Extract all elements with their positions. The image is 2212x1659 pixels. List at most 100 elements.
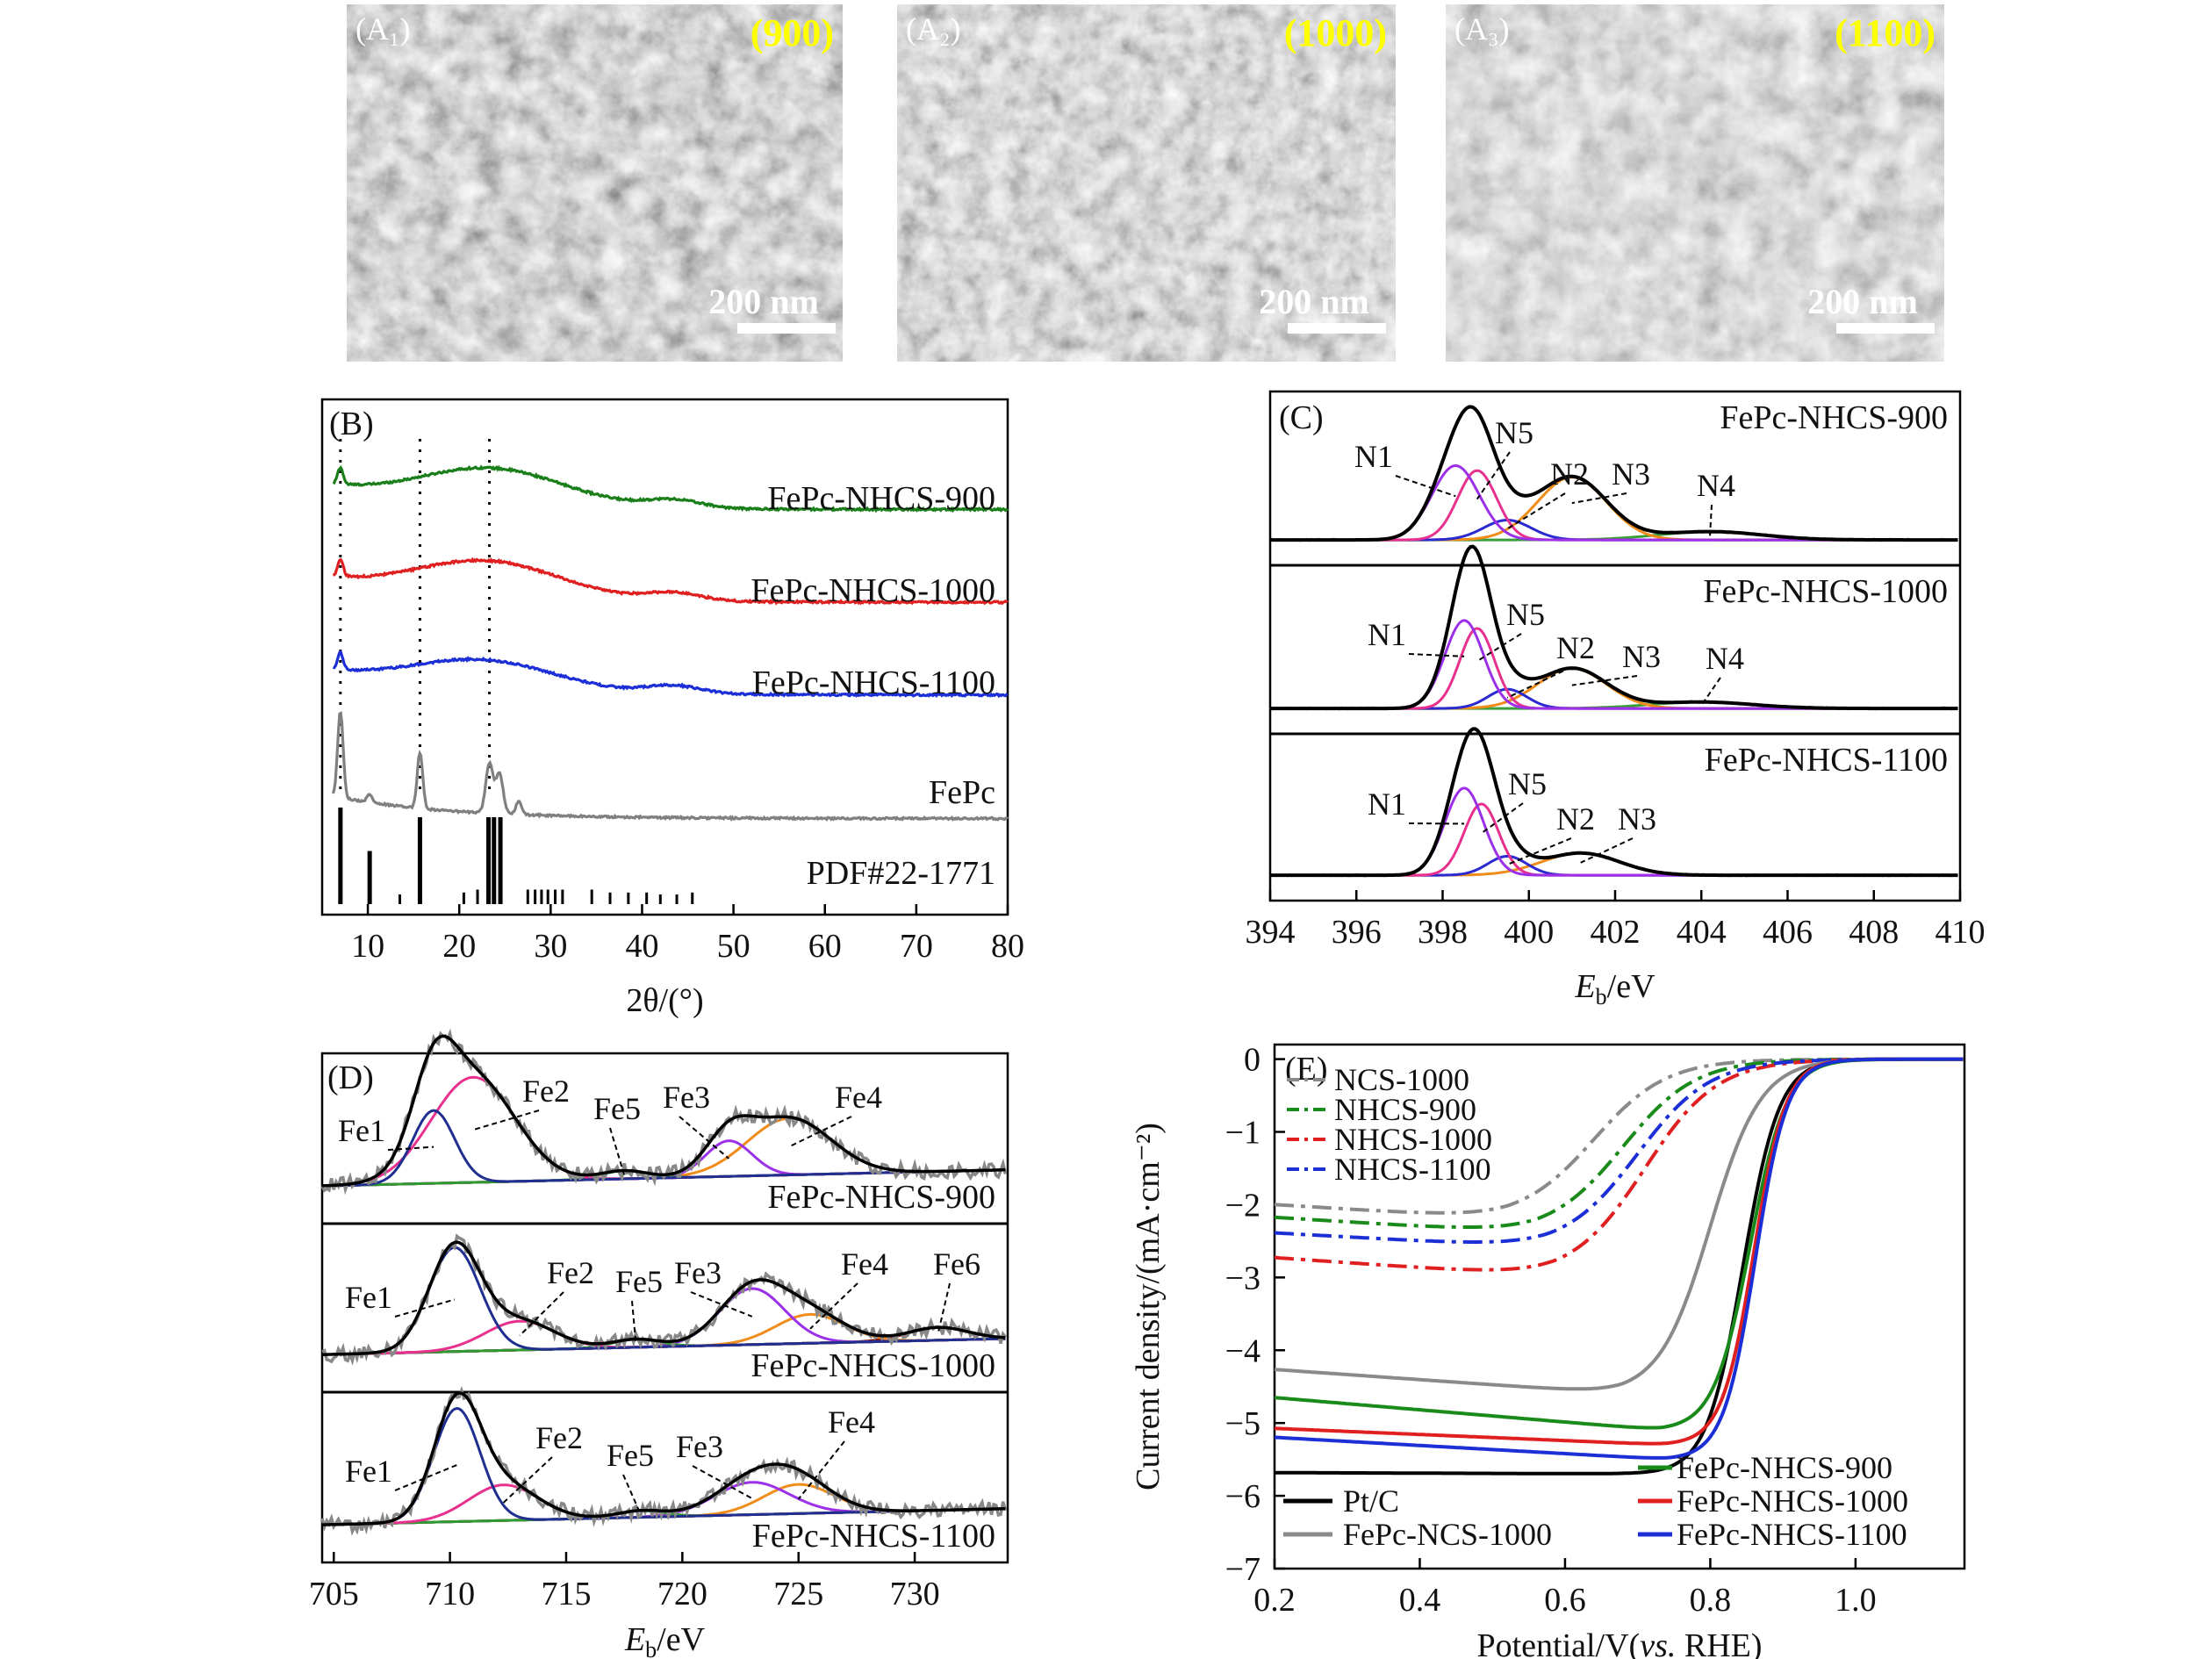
subplot-title: FePc-NHCS-1100	[1705, 742, 1948, 779]
sem-label: (A₂)	[906, 11, 961, 47]
legend-label: FePc-NHCS-1000	[1677, 1483, 1908, 1519]
lsv-series-line	[1274, 1057, 1964, 1391]
component-fe1	[321, 1406, 1006, 1526]
sem-label: (A₁)	[356, 11, 411, 47]
x-tick-label: 80	[991, 928, 1024, 965]
sem-panel-900: (A₁) (900) 200 nm	[347, 4, 843, 362]
lsv-series-line	[1274, 1057, 1964, 1229]
component-fe4	[321, 1117, 1006, 1188]
component-fe2	[322, 1319, 1006, 1356]
series-label: FePc	[929, 774, 995, 811]
xrd-panel: 10 20 30 40 50 60 70 80 2θ/(°) (B) FePc-NHCS-900 Fe…	[320, 398, 1024, 1019]
envelope-line	[1270, 405, 1958, 542]
leader-line	[631, 1300, 637, 1344]
plot-frame	[1273, 1043, 1966, 1570]
xrd-series-line	[332, 557, 1009, 606]
series-label: FePc-NHCS-1100	[752, 664, 995, 701]
component-label: Fe2	[535, 1420, 583, 1455]
y-tick-label: −7	[1225, 1551, 1260, 1588]
component-label: N1	[1354, 439, 1393, 474]
subplot-title: FePc-NHCS-1000	[750, 1347, 995, 1384]
component-label: N2	[1556, 630, 1595, 665]
lsv-series-line	[1274, 1057, 1964, 1272]
component-n5	[1270, 469, 1958, 542]
lsv-series-line	[1274, 1057, 1964, 1460]
lsv-series-line	[1274, 1057, 1964, 1430]
leader-line	[1580, 837, 1634, 864]
component-n4	[1270, 530, 1958, 542]
x-tick-label: 30	[534, 928, 567, 965]
component-label: Fe4	[841, 1246, 888, 1282]
legend-label: FePc-NHCS-1100	[1677, 1517, 1907, 1552]
sem-images: (A₁) (900) 200 nm (A₂) (1000) 200 nm (A₃…	[347, 4, 1944, 362]
component-fe4	[322, 1312, 1006, 1356]
component-label: N3	[1618, 801, 1656, 837]
leader-line	[797, 1440, 845, 1500]
leader-line	[1506, 666, 1572, 699]
x-tick-label: 720	[657, 1576, 707, 1612]
sem-scalebar-label: 200 nm	[1807, 282, 1918, 321]
leader-line	[622, 1474, 642, 1515]
component-n2	[1270, 518, 1958, 542]
x-tick-label: 394	[1246, 914, 1296, 951]
panel-label: (D)	[327, 1059, 374, 1096]
leader-line	[1395, 475, 1456, 498]
background-line	[321, 1507, 1006, 1526]
x-axis-label: Eb/eV	[1574, 968, 1655, 1009]
component-label: Fe2	[547, 1255, 594, 1290]
component-fe2	[321, 1483, 1006, 1526]
xrd-series-line	[332, 464, 1009, 514]
subplot-title: FePc-NHCS-1000	[1703, 573, 1948, 610]
lsv-series-line	[1274, 1057, 1964, 1446]
component-label: Fe1	[338, 1113, 385, 1148]
x-tick-label: 0.8	[1690, 1582, 1732, 1619]
component-n5	[1270, 802, 1958, 877]
component-label: Fe3	[663, 1080, 710, 1115]
raw-data-line	[1269, 405, 1958, 542]
legend-label: FePc-NCS-1000	[1343, 1517, 1552, 1552]
y-axis-label: Current density/(mA·cm⁻²)	[1130, 1123, 1167, 1490]
y-tick-label: −2	[1225, 1187, 1260, 1224]
sem-temperature: (1100)	[1835, 11, 1936, 54]
x-axis-label: Eb/eV	[624, 1621, 706, 1659]
x-tick-label: 0.6	[1544, 1582, 1586, 1619]
envelope-line	[1270, 727, 1958, 878]
component-label: Fe5	[593, 1091, 641, 1126]
x-tick-label: 70	[900, 928, 933, 965]
x-tick-label: 20	[442, 928, 476, 965]
component-fe5	[321, 1507, 1006, 1526]
sem-scalebar-label: 200 nm	[1259, 282, 1369, 321]
component-fe5	[322, 1337, 1006, 1356]
envelope-line	[321, 1391, 1006, 1526]
x-axis-label: 2θ/(°)	[626, 982, 703, 1019]
y-tick-label: 0	[1244, 1042, 1260, 1079]
x-tick-label: 406	[1763, 914, 1813, 951]
component-label: Fe3	[676, 1429, 723, 1464]
component-label: N5	[1506, 597, 1545, 632]
lsv-panel: 0.2 0.4 0.6 0.8 1.0 0 −1 −2 −3 −4 −5 −6 −7 Potential/…	[1130, 1042, 1966, 1659]
component-label: N1	[1368, 617, 1406, 652]
x-tick-label: 0.4	[1399, 1582, 1441, 1619]
component-n1	[1270, 786, 1958, 877]
component-n3	[1270, 851, 1958, 877]
leader-line	[394, 1464, 457, 1491]
leader-line	[788, 1116, 852, 1148]
sem-scalebar	[737, 323, 836, 334]
plot-frame	[320, 398, 1009, 916]
sem-temperature: (1000)	[1284, 11, 1387, 54]
x-tick-label: 10	[351, 928, 384, 965]
x-tick-label: 710	[425, 1576, 475, 1612]
sem-label: (A₃)	[1454, 11, 1510, 47]
x-tick-label: 730	[890, 1576, 940, 1612]
plot-frame	[1268, 390, 1962, 902]
leader-line	[692, 1465, 753, 1499]
x-tick-label: 60	[808, 928, 842, 965]
component-label: Fe1	[345, 1280, 392, 1315]
xrd-series-line	[332, 650, 1009, 699]
sem-temperature: (900)	[750, 11, 834, 54]
y-tick-label: −3	[1225, 1260, 1260, 1296]
panel-label: (B)	[329, 406, 374, 442]
legend-label: NCS-1000	[1334, 1062, 1469, 1097]
lsv-series-line	[1274, 1057, 1964, 1244]
y-tick-label: −6	[1225, 1478, 1260, 1515]
